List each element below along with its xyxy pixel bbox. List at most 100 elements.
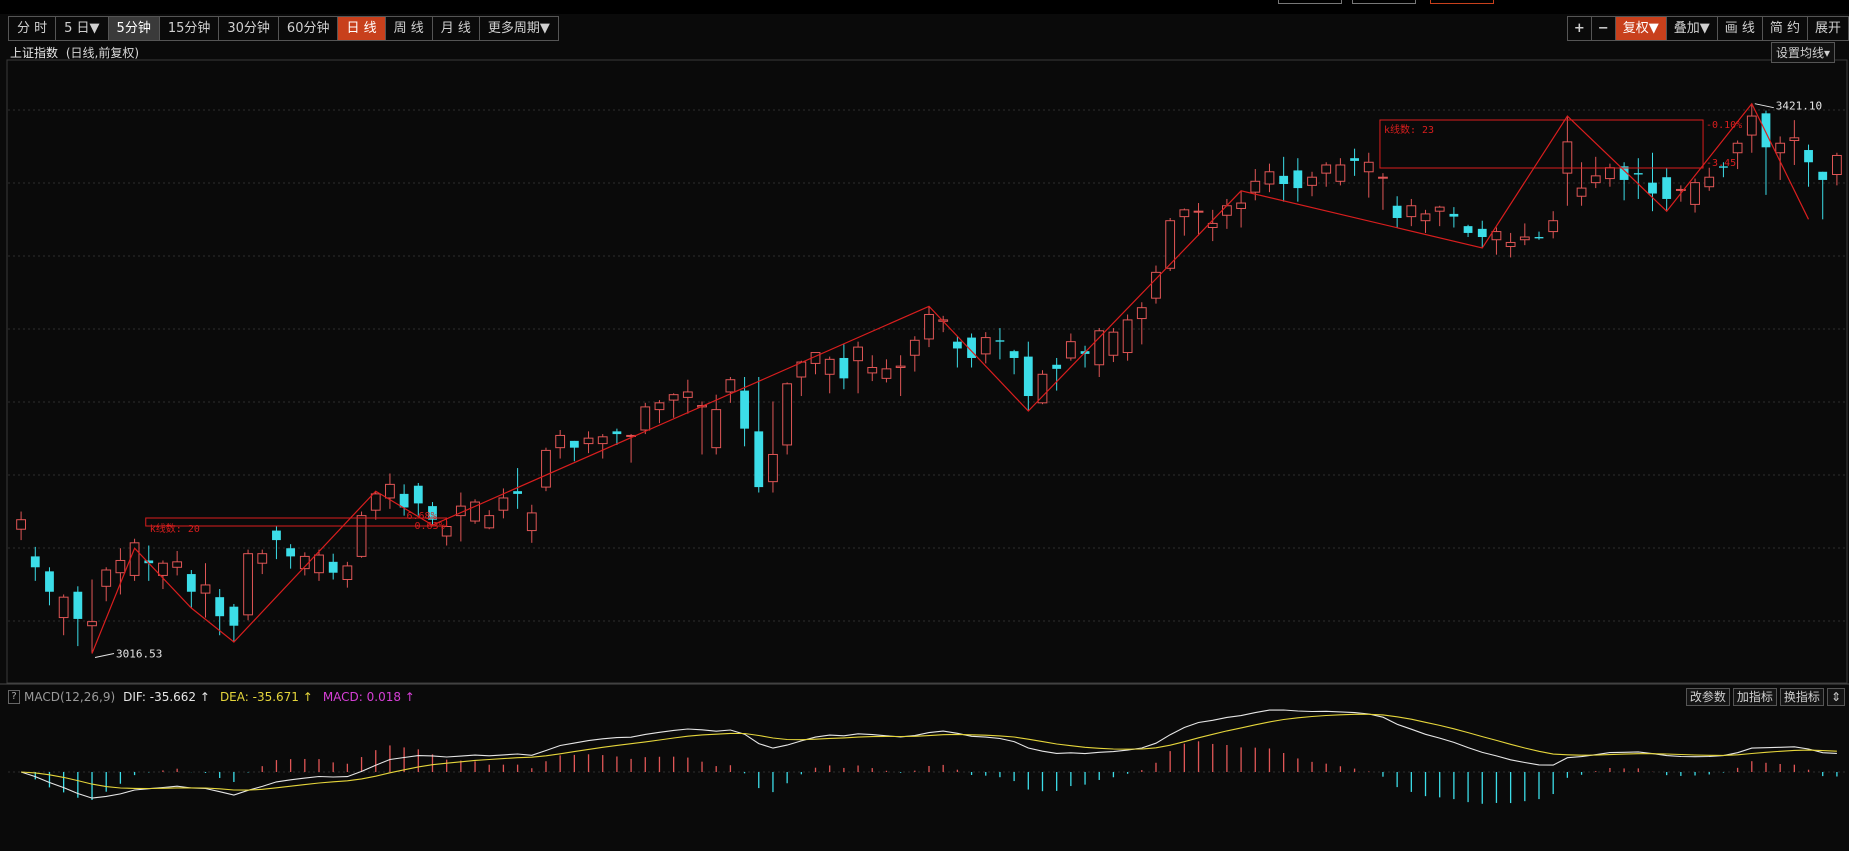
candle-body-up	[1775, 142, 1786, 154]
top-tab-stub[interactable]	[1352, 0, 1416, 4]
candle-body-down	[1350, 158, 1359, 161]
candle-body-up	[1746, 115, 1757, 136]
set-ma-button[interactable]: 设置均线▾	[1770, 42, 1835, 63]
range-box-label: k线数: 20	[150, 522, 200, 535]
candle-body-up	[1590, 175, 1601, 184]
period-button[interactable]: 5分钟	[108, 17, 160, 40]
dif-line	[20, 709, 1837, 799]
macd-name[interactable]: MACD(12,26,9)	[24, 689, 116, 704]
candle-body-up	[1321, 164, 1332, 174]
macd-tool-button[interactable]: 换指标	[1779, 688, 1824, 706]
candle-body-up	[1690, 182, 1700, 205]
window-top-strip	[0, 0, 1849, 14]
macd-tool-button[interactable]: 加指标	[1732, 688, 1777, 706]
chart-tools: + − 复权▼ 叠加▼ 画 线简 约展开	[1566, 16, 1849, 41]
candle-body-down	[229, 606, 239, 626]
candle-body-up	[555, 434, 566, 449]
candle-body-down	[1009, 351, 1019, 358]
candle-body-down	[612, 431, 622, 435]
period-button[interactable]: 60分钟	[279, 17, 339, 40]
period-button[interactable]: 日 线	[338, 17, 386, 40]
period-button[interactable]: 15分钟	[160, 17, 220, 40]
candle-body-up	[1789, 137, 1800, 142]
candle-body-down	[1477, 228, 1487, 238]
macd-header: ? MACD(12,26,9) DIF: -35.662 ↑ DEA: -35.…	[8, 688, 415, 705]
candle-body-up	[200, 584, 211, 594]
period-button[interactable]: 月 线	[433, 17, 480, 40]
zigzag-line	[91, 102, 1810, 654]
candle-body-up	[980, 337, 991, 355]
candle-body-up	[768, 453, 778, 483]
candle-body-up	[115, 559, 126, 574]
macd-tools: 改参数 加指标 换指标 ⇕	[1683, 688, 1845, 706]
candle-body-up	[1548, 220, 1559, 233]
candle-body-up	[654, 402, 665, 411]
candle-body-up	[1732, 142, 1743, 154]
period-button[interactable]: 5 日▼	[56, 17, 109, 40]
candle-body-down	[740, 390, 749, 429]
candle-body-down	[513, 491, 523, 494]
candle-body-up	[711, 409, 722, 449]
candle-body-up	[597, 436, 608, 445]
candle-body-up	[668, 394, 679, 401]
dea-line	[21, 713, 1837, 791]
candle-body-up	[87, 621, 97, 627]
top-tab-stub[interactable]	[1278, 0, 1342, 4]
candle-body-up	[725, 379, 736, 393]
zoom-in-button[interactable]: +	[1566, 16, 1592, 41]
candle-body-down	[1804, 150, 1813, 163]
period-button[interactable]: 30分钟	[219, 17, 279, 40]
candle-body-down	[1534, 237, 1544, 239]
range-box	[145, 517, 447, 527]
candle-body-up	[1250, 180, 1261, 193]
range-box-upper-pct: 6.68%	[406, 511, 436, 522]
dif-value: DIF: -35.662 ↑	[123, 689, 210, 704]
candle-body-up	[1434, 206, 1445, 212]
candle-body-down	[839, 357, 849, 379]
period-mode-label: (日线,前复权)	[65, 46, 140, 60]
period-button[interactable]: 分 时	[9, 17, 57, 40]
candle-body-up	[909, 339, 920, 356]
index-title: 上证指数	[10, 46, 59, 60]
candle-body-up	[526, 512, 537, 532]
tool-button[interactable]: 画 线	[1716, 16, 1763, 41]
top-tab-stub[interactable]	[1430, 0, 1494, 4]
candle-body-down	[73, 591, 83, 619]
candle-body-down	[569, 440, 579, 448]
candle-body-up	[470, 501, 480, 522]
candle-body-up	[1675, 188, 1686, 191]
scroll-icon[interactable]: ⇕	[1826, 688, 1845, 706]
help-icon[interactable]: ?	[8, 689, 20, 704]
candle-body-up	[1832, 154, 1842, 175]
candle-body-up	[895, 365, 906, 368]
candle-body-down	[1818, 171, 1828, 180]
zoom-out-button[interactable]: −	[1590, 16, 1616, 41]
candle-body-up	[881, 368, 892, 379]
candle-body-down	[413, 485, 423, 504]
candle-body-down	[215, 597, 225, 617]
candle-body-up	[1576, 187, 1587, 197]
candle-body-down	[754, 431, 764, 488]
tool-button[interactable]: 复权▼	[1614, 16, 1667, 41]
candle-body-up	[924, 313, 934, 340]
candle-body-up	[370, 493, 381, 511]
candle-body-up	[541, 449, 551, 488]
candle-body-down	[1449, 213, 1459, 217]
candle-body-up	[1307, 176, 1317, 186]
candle-body-up	[158, 562, 168, 576]
candle-body-down	[1279, 175, 1289, 185]
tool-button[interactable]: 简 约	[1761, 16, 1808, 41]
period-button[interactable]: 更多周期▼	[487, 21, 550, 36]
candle-body-up	[1165, 220, 1176, 269]
candle-body-up	[1491, 231, 1502, 241]
macd-tool-button[interactable]: 改参数	[1685, 688, 1730, 706]
candle-body-down	[1761, 113, 1771, 148]
tool-button[interactable]: 叠加▼	[1665, 16, 1718, 41]
candle-body-up	[1193, 210, 1204, 213]
candle-body-down	[286, 548, 296, 557]
tool-button[interactable]: 展开	[1806, 16, 1849, 41]
period-button[interactable]: 周 线	[386, 17, 433, 40]
